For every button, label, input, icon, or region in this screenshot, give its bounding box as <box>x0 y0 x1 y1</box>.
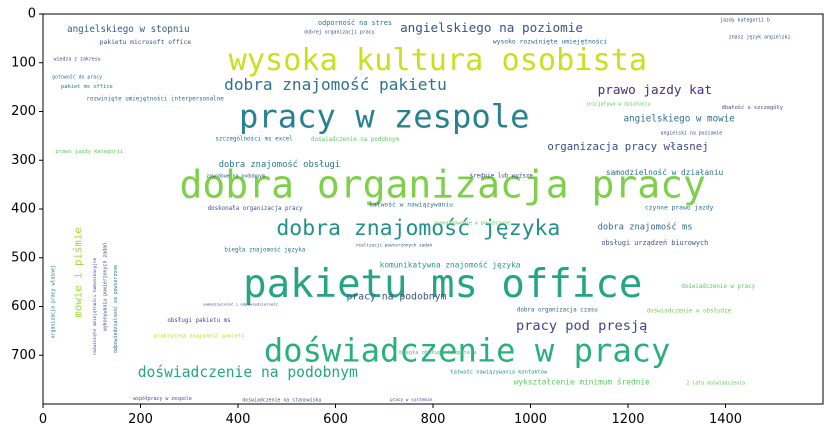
word-12: angielskiego w stopniu <box>67 24 190 35</box>
word-14: mowie i piśmie <box>72 227 85 317</box>
word-46: znasz język angielski <box>729 34 791 40</box>
word-32: dobra organizacja czasu <box>517 307 598 313</box>
word-30: biegła znajomość języka <box>224 246 305 253</box>
word-0: pakietu ms office <box>243 262 642 307</box>
word-53: 2 lata doświadczenia <box>686 380 745 387</box>
word-2: doświadczenie w pracy <box>264 331 671 369</box>
word-4: wysoka kultura osobista <box>229 43 647 78</box>
word-41: pakiet ms office <box>61 84 113 90</box>
x-tick-label-7: 1400 <box>709 412 742 427</box>
word-10: pracy pod presją <box>516 318 647 334</box>
word-1: dobra organizacja pracy <box>180 163 706 207</box>
x-tick-label-5: 1000 <box>514 412 547 427</box>
word-40: prawo jazdy kategorii <box>55 149 123 155</box>
word-29: doskonała organizacja pracy <box>208 206 303 212</box>
x-tick-label-2: 400 <box>226 412 251 427</box>
y-tick-label-2: 200 <box>11 104 36 119</box>
word-17: samodzielność w działaniu <box>606 168 723 177</box>
word-52: pracy w systemie <box>390 397 433 403</box>
x-tick-label-1: 200 <box>128 412 153 427</box>
y-tick-label-6: 600 <box>11 299 36 314</box>
word-44: dobrej organizacji pracy <box>304 30 375 36</box>
x-tick-label-3: 600 <box>323 412 348 427</box>
word-7: doświadczenie na podobnym <box>138 364 358 381</box>
word-11: organizacja pracy własnej <box>547 140 708 153</box>
word-38: praktyczna znajomość pakietu <box>154 333 244 340</box>
plot-background <box>43 14 823 404</box>
word-20: wykształcenie minimum średnie <box>514 378 650 387</box>
word-9: prawo jazdy kat <box>598 82 712 97</box>
word-23: odporność na stres <box>318 19 392 27</box>
y-tick-label-3: 300 <box>11 153 36 168</box>
word-60: zawodowe na podobnym <box>206 173 265 179</box>
y-tick-label-1: 100 <box>11 55 36 70</box>
y-tick-label-7: 700 <box>11 348 36 363</box>
word-15: pracy na podobnym <box>347 291 447 302</box>
y-tick-label-4: 400 <box>11 202 36 217</box>
word-28: szczególności ms excel <box>215 135 292 142</box>
word-54: organizacja pracy własnej <box>51 265 57 338</box>
word-42: gotowość do pracy <box>52 73 102 80</box>
word-57: rozwinięte umiejętności komunikacyjne <box>91 257 98 355</box>
word-45: jazdy kategorii b <box>720 17 770 23</box>
word-36: biegła obsługa komputera <box>399 350 476 356</box>
word-19: dobra znajomość ms <box>598 222 693 233</box>
x-tick-label-0: 0 <box>39 412 47 427</box>
word-58: zaangażowanie w powierzone <box>434 221 510 227</box>
word-27: doświadczenie na podobnym <box>311 136 399 143</box>
word-37: łatwość nawiązywania kontaktów <box>450 368 548 375</box>
word-33: doświadczenie w obsłudze <box>647 307 732 314</box>
word-48: inicjatywa w działaniu <box>586 102 651 108</box>
word-5: dobra znajomość języka <box>276 216 560 241</box>
x-tick-label-6: 1200 <box>611 412 644 427</box>
word-layer: pakietu ms office dobra organizacja pracy… <box>51 17 791 403</box>
word-21: obsługi urządzeń biurowych <box>601 239 708 247</box>
x-axis: 0 200 400 600 800 1000 1200 1400 <box>39 404 742 427</box>
word-59: realizacji powierzonych zadań <box>356 242 433 249</box>
x-tick-label-4: 800 <box>421 412 446 427</box>
word-35: obsługi pakietu ms <box>167 318 230 324</box>
word-39: średnie lub wyższe <box>470 172 534 179</box>
y-tick-label-0: 0 <box>28 7 36 22</box>
word-43: wiedza z zakresu <box>54 56 101 62</box>
word-16: dobra znajomość obsługi <box>219 159 340 170</box>
word-61: samodzielność i odpowiedzialność <box>203 302 279 307</box>
word-55: wykonywaniu powierzonych zadań <box>101 243 108 331</box>
word-47: dbałość o szczegóły <box>722 104 784 111</box>
y-tick-label-5: 500 <box>11 250 36 265</box>
word-51: doświadczenie na stanowisku <box>242 397 321 404</box>
word-50: współpracy w zespole <box>133 395 192 402</box>
word-56: odpowiedzialność za powierzone <box>112 265 119 353</box>
word-22: czynne prawo jazdy <box>645 205 714 212</box>
word-34: doświadczenie w pracy <box>681 283 755 290</box>
word-26: rozwinięte umiejętności interpersonalne <box>87 95 225 102</box>
word-6: dobra znajomość pakietu <box>224 75 447 94</box>
word-13: angielskiego w mowie <box>623 113 735 124</box>
word-3: pracy w zespole <box>239 97 529 135</box>
word-24: wysoko rozwinięte umiejętności <box>493 37 607 45</box>
word-31: łatwość w nawiązywaniu <box>369 201 453 209</box>
y-axis: 0 100 200 300 400 500 600 700 <box>11 7 43 363</box>
word-25: pakietu microsoft office <box>100 39 192 46</box>
word-8: angielskiego na poziomie <box>400 20 583 35</box>
word-49: angielski na poziomie <box>661 130 723 136</box>
word-18: komunikatywna znajomość języka <box>380 261 521 270</box>
